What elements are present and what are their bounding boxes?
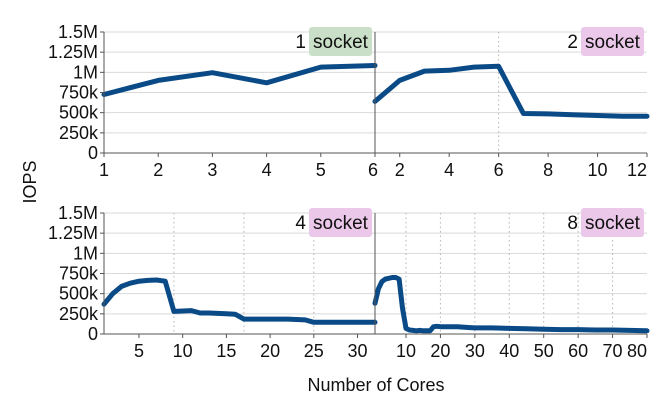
- socket-badge: [581, 27, 644, 56]
- iops-series-line: [372, 275, 650, 334]
- y-tick-label: 1M: [73, 62, 98, 82]
- x-axis-label: Number of Cores: [307, 375, 444, 395]
- panel-title-word: socket: [313, 213, 369, 234]
- y-tick-label: 500k: [59, 103, 99, 123]
- panel-title-number: 1: [295, 32, 306, 53]
- x-tick-label: 80: [627, 341, 647, 361]
- x-tick-label: 8: [543, 160, 553, 180]
- x-tick-label: 20: [430, 341, 450, 361]
- x-tick-label: 10: [173, 341, 193, 361]
- y-tick-label: 1.5M: [58, 203, 98, 223]
- x-tick-label: 5: [134, 341, 144, 361]
- x-tick-label: 15: [216, 341, 236, 361]
- x-tick-label: 12: [627, 160, 647, 180]
- y-tick-label: 250k: [59, 304, 99, 324]
- x-tick-label: 5: [316, 160, 326, 180]
- x-tick-label: 3: [207, 160, 217, 180]
- y-tick-label: 0: [88, 324, 98, 344]
- panel-title-word: socket: [313, 32, 369, 53]
- x-tick-label: 40: [499, 341, 519, 361]
- x-tick-label: 20: [260, 341, 280, 361]
- iops-series-line: [101, 277, 378, 325]
- x-tick-label: 60: [568, 341, 588, 361]
- x-tick-label: 6: [494, 160, 504, 180]
- x-tick-label: 70: [603, 341, 623, 361]
- panel-title-word: socket: [585, 32, 641, 53]
- panel-title-number: 8: [567, 213, 578, 234]
- iops-series-line: [372, 63, 650, 119]
- x-tick-label: 1: [99, 160, 109, 180]
- panel-title-number: 4: [295, 213, 306, 234]
- socket-badge: [581, 208, 644, 237]
- y-tick-label: 0: [88, 143, 98, 163]
- x-tick-label: 6: [368, 160, 378, 180]
- iops-series-line: [101, 63, 378, 97]
- x-tick-label: 2: [153, 160, 163, 180]
- panel-title-number: 2: [567, 32, 578, 53]
- series-layer: [101, 63, 650, 334]
- y-tick-label: 1.25M: [48, 223, 98, 243]
- panel-title-word: socket: [585, 213, 641, 234]
- y-tick-label: 750k: [59, 264, 99, 284]
- socket-badge: [309, 208, 372, 237]
- x-tick-label: 10: [396, 341, 416, 361]
- y-tick-label: 1M: [73, 243, 98, 263]
- y-tick-label: 1.25M: [48, 42, 98, 62]
- y-tick-label: 750k: [59, 83, 99, 103]
- x-tick-label: 4: [262, 160, 272, 180]
- x-tick-label: 30: [465, 341, 485, 361]
- x-tick-label: 2: [395, 160, 405, 180]
- axes-layer: [100, 31, 648, 338]
- y-tick-label: 500k: [59, 284, 99, 304]
- x-tick-label: 30: [348, 341, 368, 361]
- socket-badge: [309, 27, 372, 56]
- y-axis-label: IOPS: [20, 160, 40, 203]
- x-tick-label: 10: [588, 160, 608, 180]
- x-tick-label: 50: [534, 341, 554, 361]
- x-tick-label: 4: [444, 160, 454, 180]
- x-tick-label: 25: [304, 341, 324, 361]
- y-tick-label: 250k: [59, 123, 99, 143]
- y-tick-label: 1.5M: [58, 22, 98, 42]
